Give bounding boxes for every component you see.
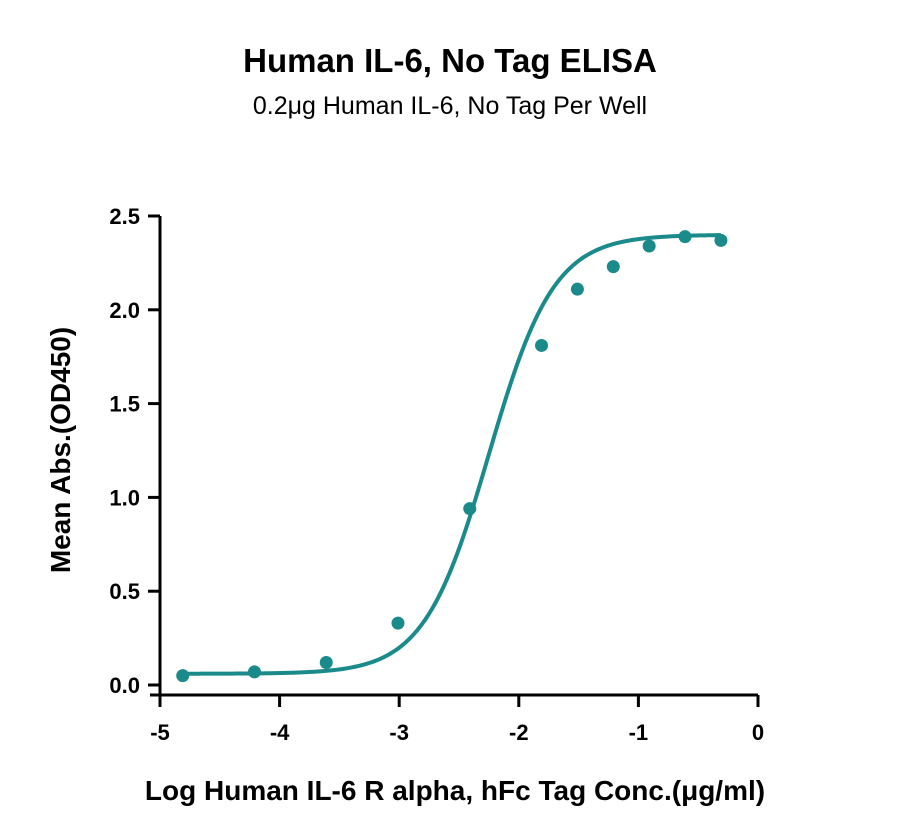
x-tick-label: -5 xyxy=(150,720,170,745)
chart-title: Human IL-6, No Tag ELISA xyxy=(243,42,657,79)
chart-subtitle: 0.2μg Human IL-6, No Tag Per Well xyxy=(252,92,648,120)
x-tick-label: -2 xyxy=(509,720,529,745)
data-point xyxy=(535,338,549,352)
fit-curve-layer xyxy=(182,233,721,676)
axes: 0.0 0.5 1.0 1.5 2.0 2.5 -5 -4 -3 -2 -1 0 xyxy=(109,204,764,745)
y-tick-label: 1.5 xyxy=(109,392,140,417)
data-points-layer xyxy=(176,230,728,683)
data-point xyxy=(642,239,656,253)
data-point xyxy=(391,616,405,630)
data-point xyxy=(463,502,477,516)
y-tick-label: 2.0 xyxy=(109,298,140,323)
data-point xyxy=(247,665,261,679)
data-point xyxy=(714,233,728,247)
data-point xyxy=(678,230,692,244)
fit-curve xyxy=(182,233,721,676)
y-tick-label: 2.5 xyxy=(109,204,140,229)
y-tick-label: 1.0 xyxy=(109,485,140,510)
data-point xyxy=(176,669,190,683)
x-axis-title: Log Human IL-6 R alpha, hFc Tag Conc.(μg… xyxy=(145,775,765,806)
y-tick-label: 0.0 xyxy=(109,673,140,698)
data-point xyxy=(570,282,584,296)
y-axis-title: Mean Abs.(OD450) xyxy=(45,327,76,573)
x-tick-label: -4 xyxy=(270,720,290,745)
data-point xyxy=(606,260,620,274)
x-tick-label: -3 xyxy=(389,720,409,745)
y-tick-label: 0.5 xyxy=(109,579,140,604)
x-tick-label: 0 xyxy=(752,720,764,745)
x-tick-label: -1 xyxy=(629,720,649,745)
data-point xyxy=(319,655,333,669)
